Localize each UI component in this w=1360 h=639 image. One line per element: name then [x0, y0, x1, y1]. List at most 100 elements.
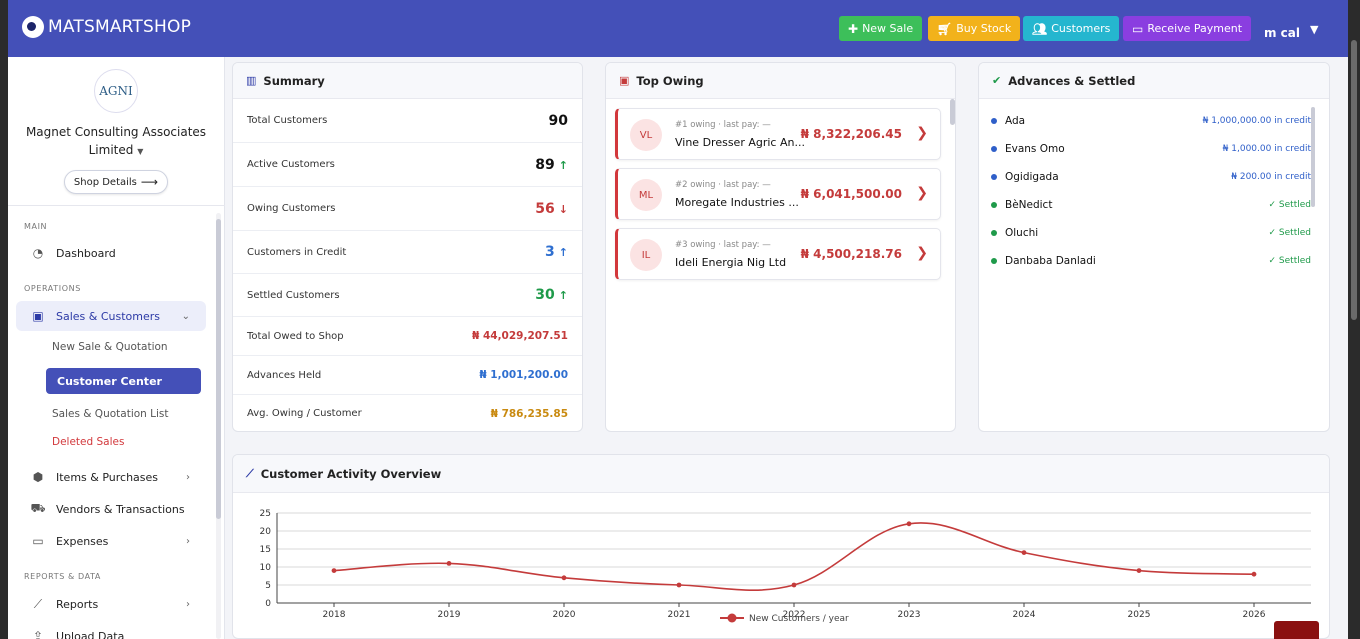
summary-row: Total Customers 90: [233, 99, 582, 143]
owing-amount: ₦ 6,041,500.00: [800, 187, 902, 201]
summary-row-label: Total Owed to Shop: [247, 330, 344, 342]
status-dot-icon: [991, 146, 997, 152]
shop-name[interactable]: Magnet Consulting Associates Limited ▼: [25, 125, 207, 157]
chevron-right-icon: ›: [186, 471, 190, 483]
chevron-right-icon[interactable]: ❯: [916, 185, 928, 201]
brand[interactable]: MATSMARTSHOP: [22, 16, 191, 38]
advance-status: ₦ 1,000.00 in credit: [1222, 144, 1311, 154]
data-point[interactable]: [1136, 568, 1142, 573]
check-circle-icon: ✔: [992, 74, 1002, 87]
sidebar-item-upload-data[interactable]: ⇪ Upload Data: [16, 621, 206, 639]
summary-value-text: ₦ 786,235.85: [490, 407, 568, 420]
x-tick-label: 2021: [668, 610, 691, 620]
customer-avatar: VL: [630, 119, 662, 151]
user-name[interactable]: m cal: [1264, 26, 1301, 40]
divider: [8, 205, 225, 206]
summary-row-value: 89 ↑: [535, 157, 568, 173]
series-line: [333, 522, 1255, 591]
chevron-right-icon: ›: [186, 598, 190, 610]
summary-value-text: 56: [535, 200, 555, 217]
data-point[interactable]: [446, 561, 452, 566]
section-label-reports: REPORTS & DATA: [24, 572, 102, 581]
chevron-right-icon[interactable]: ❯: [916, 245, 928, 261]
chevron-down-icon: ⌄: [181, 310, 190, 322]
data-point[interactable]: [331, 568, 337, 573]
shop-switch-caret-icon[interactable]: ▼: [137, 147, 144, 156]
data-point[interactable]: [791, 582, 797, 588]
advances-list-item: Ogidigada ₦ 200.00 in credit: [991, 167, 1311, 187]
arrow-right-icon: ⟶: [140, 175, 159, 189]
user-menu-caret-icon[interactable]: ▼: [1310, 23, 1319, 36]
top-owing-scrollbar-thumb[interactable]: [950, 99, 955, 125]
summary-row-label: Total Customers: [247, 115, 328, 126]
customer-avatar: ML: [630, 179, 662, 211]
summary-row-value: 90: [549, 113, 568, 129]
y-tick-label: 20: [260, 527, 272, 537]
shop-details-button[interactable]: Shop Details ⟶: [64, 170, 168, 194]
summary-row: Active Customers 89 ↑: [233, 143, 582, 187]
data-point[interactable]: [1251, 571, 1257, 577]
owing-rank-meta: #1 owing · last pay: —: [675, 120, 771, 130]
chevron-right-icon: ›: [186, 535, 190, 547]
credit-card-icon: ▭: [32, 534, 44, 548]
x-tick-label: 2018: [323, 610, 346, 620]
summary-row-label: Advances Held: [247, 369, 322, 381]
data-point[interactable]: [676, 582, 682, 588]
top-owing-item[interactable]: ML #2 owing · last pay: — Moregate Industr…: [615, 168, 941, 220]
sidebar-subitem-deleted-sales[interactable]: Deleted Sales: [52, 436, 125, 448]
sidebar-scrollbar-thumb[interactable]: [216, 219, 221, 519]
summary-row: Avg. Owing / Customer ₦ 786,235.85: [233, 395, 582, 431]
sidebar-subitem-customer-center[interactable]: Customer Center: [46, 368, 201, 394]
window-scrollbar-thumb[interactable]: [1351, 40, 1357, 320]
data-point[interactable]: [561, 575, 567, 581]
app-window: MATSMARTSHOP ✚ New Sale 🛒︎ Buy Stock 👥︎ …: [8, 0, 1348, 639]
chevron-right-icon[interactable]: ❯: [916, 125, 928, 141]
summary-card: ▥ Summary Total Customers 90 Active Custom…: [232, 62, 583, 432]
buy-stock-button[interactable]: 🛒︎ Buy Stock: [928, 16, 1021, 41]
sidebar-subitem-new-sale-quotation[interactable]: New Sale & Quotation: [52, 341, 168, 353]
sidebar-item-sales-customers[interactable]: ▣ Sales & Customers ⌄: [16, 301, 206, 331]
top-owing-item[interactable]: VL #1 owing · last pay: — Vine Dresser Agr…: [615, 108, 941, 160]
sidebar-item-expenses[interactable]: ▭ Expenses ›: [16, 526, 206, 556]
top-owing-item[interactable]: IL #3 owing · last pay: — Ideli Energia Ni…: [615, 228, 941, 280]
section-label-operations: OPERATIONS: [24, 284, 81, 293]
status-dot-icon: [991, 174, 997, 180]
sidebar-item-dashboard[interactable]: ◔ Dashboard: [16, 238, 206, 268]
sidebar-subitem-sales-quotation-list[interactable]: Sales & Quotation List: [52, 408, 169, 420]
top-owing-card-header: ▣ Top Owing: [606, 63, 955, 99]
dashboard-gauge-icon: ◔: [32, 246, 44, 260]
customers-button[interactable]: 👥︎ Customers: [1023, 16, 1120, 41]
legend-label[interactable]: New Customers / year: [749, 614, 849, 624]
status-dot-icon: [991, 258, 997, 264]
sidebar-item-reports[interactable]: ⟋ Reports ›: [16, 589, 206, 619]
section-label-main: MAIN: [24, 222, 48, 231]
floating-action-button[interactable]: [1274, 621, 1319, 639]
sidebar-item-vendors-transactions[interactable]: ⛟ Vendors & Transactions: [30, 501, 185, 516]
receive-payment-button[interactable]: ▭ Receive Payment: [1123, 16, 1252, 41]
brand-logo-icon: [22, 16, 44, 38]
owing-amount: ₦ 8,322,206.45: [800, 127, 902, 141]
x-tick-label: 2019: [438, 610, 461, 620]
cart-icon: 🛒︎: [937, 21, 953, 36]
advances-scrollbar-thumb[interactable]: [1311, 107, 1315, 207]
sidebar-item-items-purchases[interactable]: ⬢ Items & Purchases ›: [16, 462, 206, 492]
data-point[interactable]: [906, 521, 912, 527]
customer-avatar: IL: [630, 239, 662, 271]
advances-list-item: Oluchi ✓ Settled: [991, 223, 1311, 243]
summary-row-label: Owing Customers: [247, 203, 336, 214]
customer-name: Ideli Energia Nig Ltd: [675, 256, 787, 269]
arrow-up-icon: ↑: [558, 158, 568, 172]
advances-settled-card: ✔ Advances & Settled Ada ₦ 1,000,000.00 i…: [978, 62, 1330, 432]
advances-list-item: BèNedict ✓ Settled: [991, 195, 1311, 215]
y-tick-label: 10: [260, 563, 272, 573]
summary-row-value: ₦ 1,001,200.00: [479, 369, 568, 381]
summary-row-value: 30 ↑: [535, 287, 568, 303]
data-point[interactable]: [1021, 550, 1027, 555]
customer-activity-card: ⟋ Customer Activity Overview 0 5 10 15 20 25 2…: [232, 454, 1330, 639]
owing-rank-meta: #3 owing · last pay: —: [675, 240, 771, 250]
top-navbar: MATSMARTSHOP ✚ New Sale 🛒︎ Buy Stock 👥︎ …: [8, 0, 1348, 57]
summary-value-text: 30: [535, 287, 555, 303]
boxes-icon: ⬢: [32, 470, 44, 484]
customer-name: Ada: [1005, 115, 1026, 127]
new-sale-button[interactable]: ✚ New Sale: [839, 16, 923, 41]
